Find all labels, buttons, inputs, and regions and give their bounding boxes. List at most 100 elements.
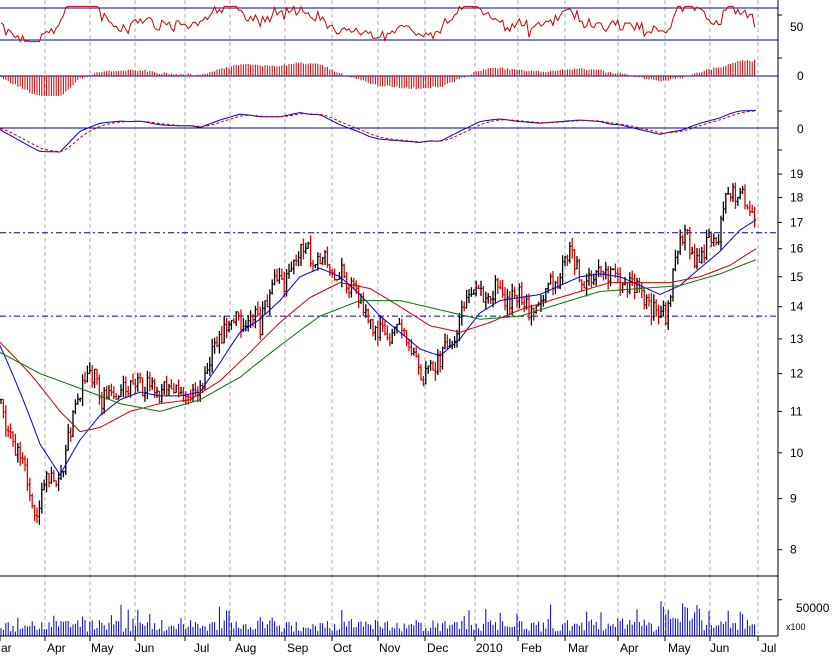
price-bar xyxy=(112,386,116,400)
price-bar xyxy=(107,385,111,400)
price-bar xyxy=(386,325,389,341)
price-bar xyxy=(503,287,507,311)
price-bar xyxy=(64,444,68,475)
price-bar xyxy=(83,371,87,384)
price-bar xyxy=(570,237,574,259)
price-bar xyxy=(501,279,504,298)
price-bar xyxy=(618,267,622,296)
price-bar xyxy=(90,365,94,388)
price-bar xyxy=(654,299,658,317)
price-bar xyxy=(179,386,183,395)
price-bar xyxy=(328,263,332,276)
price-bar xyxy=(462,301,466,312)
price-bar xyxy=(402,327,406,337)
price-axis-label: 11 xyxy=(790,404,803,418)
price-bar xyxy=(695,248,699,270)
price-bar xyxy=(126,386,130,398)
price-bar xyxy=(57,471,60,492)
price-bar xyxy=(621,282,624,294)
signal-panel xyxy=(0,109,778,153)
price-bar xyxy=(172,383,176,394)
time-axis-label: May xyxy=(668,641,691,655)
price-bar xyxy=(117,395,120,400)
price-bar xyxy=(215,336,219,348)
time-axis-label: Mar xyxy=(0,641,12,655)
price-axis-label: 15 xyxy=(790,270,804,284)
price-axis-label: 14 xyxy=(790,300,804,314)
volume-axis-label: 50000 xyxy=(796,601,830,615)
price-bar xyxy=(506,288,509,315)
price-bar xyxy=(366,308,370,324)
price-bar xyxy=(299,243,303,266)
price-bar xyxy=(726,187,730,195)
price-bar xyxy=(335,279,339,282)
price-bar xyxy=(30,493,34,509)
price-bar xyxy=(590,270,593,288)
price-bar xyxy=(278,267,281,284)
price-axis-label: 10 xyxy=(790,446,804,460)
price-bar xyxy=(436,349,440,376)
price-bar xyxy=(532,307,536,321)
time-axis-label: Jun xyxy=(710,641,729,655)
price-bar xyxy=(626,282,629,298)
price-bar xyxy=(729,192,732,202)
price-bar xyxy=(662,300,665,317)
price-bar xyxy=(678,229,682,255)
price-bar xyxy=(693,243,696,269)
histogram-panel xyxy=(0,59,778,96)
price-bar xyxy=(374,325,377,341)
price-bar xyxy=(443,333,447,350)
price-bar xyxy=(717,234,720,246)
price-bar xyxy=(110,383,113,397)
price-bar xyxy=(167,383,171,396)
price-bar xyxy=(234,311,238,326)
price-bar xyxy=(395,323,399,334)
price-bar xyxy=(448,338,452,348)
time-axis-label: Mar xyxy=(568,641,589,655)
price-bar xyxy=(604,261,608,280)
price-bar xyxy=(477,284,480,289)
price-bar xyxy=(11,431,15,447)
price-bar xyxy=(246,315,250,332)
price-bar xyxy=(275,268,279,283)
price-bar xyxy=(381,317,384,332)
price-bar xyxy=(35,507,39,524)
price-bar xyxy=(594,270,598,286)
price-bar xyxy=(558,272,562,290)
price-bar xyxy=(134,378,137,395)
price-bar xyxy=(40,482,44,514)
price-bar xyxy=(306,241,310,249)
price-bar xyxy=(549,273,552,285)
price-bar xyxy=(47,472,51,488)
price-bar xyxy=(309,235,312,267)
price-bar xyxy=(2,398,5,419)
price-bar xyxy=(122,375,125,398)
price-bar xyxy=(100,391,104,416)
price-bar xyxy=(431,361,435,371)
price-bar xyxy=(582,280,586,289)
price-bar xyxy=(194,382,197,397)
price-bar xyxy=(16,443,20,463)
price-bar xyxy=(573,248,576,276)
price-bar xyxy=(14,433,17,456)
price-bar xyxy=(690,246,694,255)
price-bar xyxy=(4,405,8,437)
price-bar xyxy=(225,317,228,339)
price-bar xyxy=(530,304,533,326)
price-bar xyxy=(599,265,603,278)
price-bar xyxy=(479,280,483,296)
price-bar xyxy=(542,294,545,307)
price-bar xyxy=(407,338,411,352)
price-bar xyxy=(474,280,478,297)
price-bar xyxy=(686,229,689,235)
oscillator-axis-label: 50 xyxy=(790,20,804,34)
price-bar xyxy=(426,365,430,374)
signal-axis-label: 0 xyxy=(797,122,804,136)
price-bar xyxy=(302,238,305,260)
price-bar xyxy=(143,386,147,402)
price-bar xyxy=(378,315,382,341)
price-bar xyxy=(218,330,221,354)
price-bar xyxy=(465,289,468,309)
price-bar xyxy=(383,320,387,336)
